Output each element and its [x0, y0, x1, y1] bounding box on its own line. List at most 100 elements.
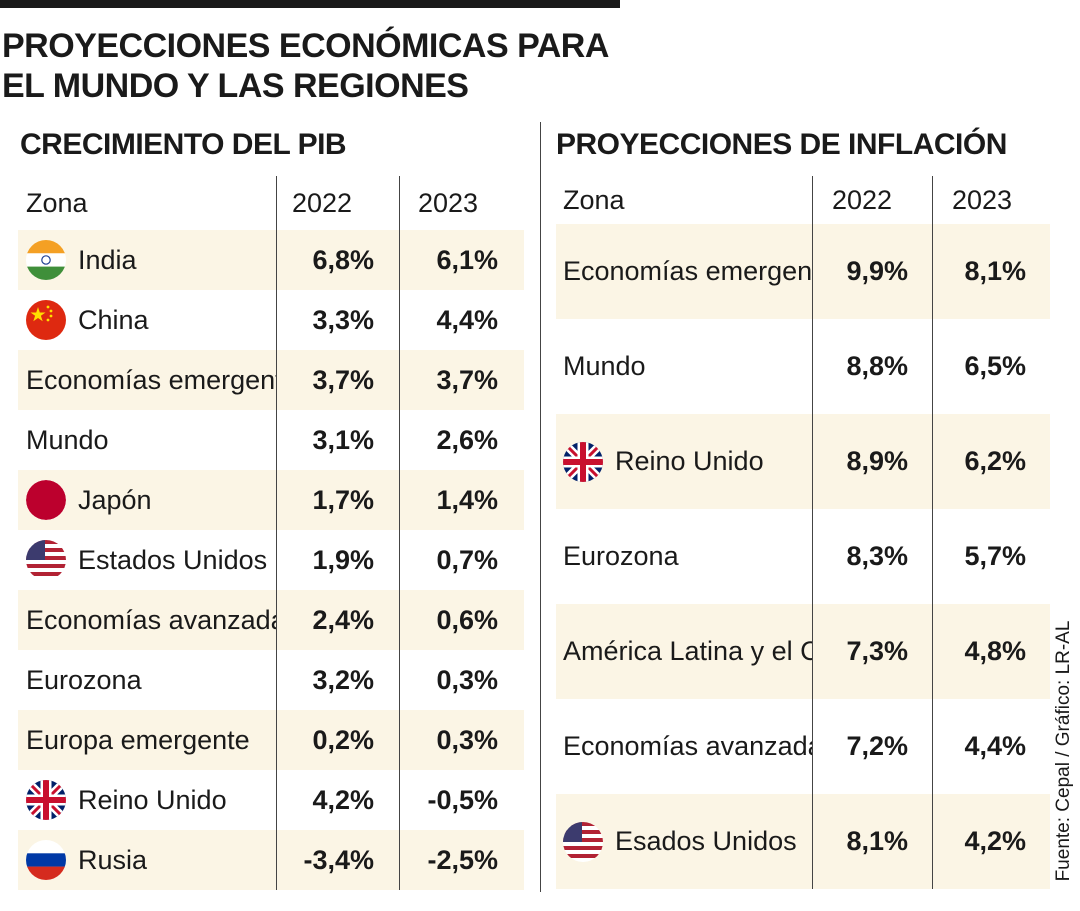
table-row: Economías emergentes 9,9% 8,1%: [556, 224, 1050, 319]
value-2023: 0,6%: [436, 604, 498, 635]
zone-cell: Economías avanzadas: [18, 605, 276, 636]
value-2022: 1,7%: [312, 484, 374, 515]
column-divider: [276, 176, 277, 890]
zone-cell: Europa emergente: [18, 725, 276, 756]
table-row: China 3,3% 4,4%: [18, 290, 524, 350]
header-2023: 2023: [418, 187, 479, 218]
value-2022: 3,7%: [312, 364, 374, 395]
india-flag-icon: [26, 240, 66, 280]
value-2023: 6,5%: [964, 351, 1026, 381]
value-2023: 0,3%: [436, 724, 498, 755]
header-zona: Zona: [563, 184, 625, 215]
zone-cell: Esados Unidos: [556, 821, 812, 862]
zone-cell: Estados Unidos: [18, 540, 276, 580]
zone-cell: India: [18, 240, 276, 280]
zone-label: Europa emergente: [26, 724, 250, 755]
value-2023: 3,7%: [436, 364, 498, 395]
japan-flag-icon: [26, 480, 66, 520]
zone-label: Economías emergentes: [563, 256, 812, 286]
value-2022: 8,3%: [846, 541, 908, 571]
table-row: India 6,8% 6,1%: [18, 230, 524, 290]
value-2023: 6,1%: [436, 244, 498, 275]
table-row: Mundo 3,1% 2,6%: [18, 410, 524, 470]
gdp-section-title: CRECIMIENTO DEL PIB: [20, 128, 347, 161]
zone-cell: Eurozona: [18, 665, 276, 696]
china-flag-icon: [26, 300, 66, 340]
header-2022: 2022: [832, 184, 893, 215]
column-divider: [932, 176, 933, 889]
zone-label: Economías emergentes: [26, 364, 276, 395]
russia-flag-icon: [26, 840, 66, 880]
column-divider: [399, 176, 400, 890]
value-2022: 2,4%: [312, 604, 374, 635]
zone-label: Eurozona: [563, 541, 679, 571]
table-row: Economías avanzadas 2,4% 0,6%: [18, 590, 524, 650]
zone-label: Estados Unidos: [78, 544, 268, 575]
zone-cell: Eurozona: [556, 541, 812, 572]
zone-label: Esados Unidos: [615, 826, 797, 856]
value-2022: 3,1%: [312, 424, 374, 455]
table-row: Economías avanzadas 7,2% 4,4%: [556, 699, 1050, 794]
table-row: Economías emergentes 3,7% 3,7%: [18, 350, 524, 410]
zone-cell: China: [18, 300, 276, 340]
zone-cell: Economías avanzadas: [556, 731, 812, 762]
section-divider: [540, 122, 541, 892]
zone-cell: Reino Unido: [556, 441, 812, 482]
value-2023: 5,7%: [964, 541, 1026, 571]
zone-label: Reino Unido: [78, 784, 227, 815]
zone-label: Rusia: [78, 844, 148, 875]
gdp-table: Zona 2022 2023 India 6,8% 6,1% China 3,3% 4,4% Ec…: [18, 176, 524, 890]
header-2023: 2023: [952, 184, 1013, 215]
value-2023: 6,2%: [964, 446, 1026, 476]
table-row: América Latina y el Caribe 7,3% 4,8%: [556, 604, 1050, 699]
table-row: Mundo 8,8% 6,5%: [556, 319, 1050, 414]
table-row: Reino Unido 8,9% 6,2%: [556, 414, 1050, 509]
main-title-line1: PROYECCIONES ECONÓMICAS PARA: [2, 27, 609, 65]
value-2023: -2,5%: [427, 844, 498, 875]
table-row: Eurozona 8,3% 5,7%: [556, 509, 1050, 604]
zone-cell: Mundo: [18, 425, 276, 456]
zone-cell: Mundo: [556, 351, 812, 382]
value-2022: 7,2%: [846, 731, 908, 761]
value-2023: 4,8%: [964, 636, 1026, 666]
zone-label: Economías avanzadas: [26, 604, 276, 635]
value-2022: 1,9%: [312, 544, 374, 575]
top-rule: [0, 0, 620, 8]
inflation-section-title: PROYECCIONES DE INFLACIÓN: [556, 128, 1007, 161]
value-2023: 1,4%: [436, 484, 498, 515]
value-2022: 8,1%: [846, 826, 908, 856]
main-title-line2: EL MUNDO Y LAS REGIONES: [2, 67, 469, 105]
value-2022: 7,3%: [846, 636, 908, 666]
zone-label: Eurozona: [26, 664, 142, 695]
zone-cell: Economías emergentes: [18, 365, 276, 396]
zone-label: Mundo: [26, 424, 109, 455]
header-2022: 2022: [292, 187, 353, 218]
zone-cell: Reino Unido: [18, 780, 276, 820]
zone-cell: América Latina y el Caribe: [556, 636, 812, 667]
table-row: Rusia -3,4% -2,5%: [18, 830, 524, 890]
zone-label: India: [78, 244, 137, 275]
source-note: Fuente: Cepal / Gráfico: LR-AL: [1053, 620, 1074, 882]
inflation-table: Zona 2022 2023 Economías emergentes 9,9% 8,1%…: [556, 176, 1050, 889]
value-2022: 3,3%: [312, 304, 374, 335]
header-zona: Zona: [26, 187, 88, 218]
usa-flag-icon: [563, 821, 603, 862]
column-divider: [812, 176, 813, 889]
value-2023: 4,4%: [436, 304, 498, 335]
zone-label: América Latina y el Caribe: [563, 636, 812, 666]
value-2023: 0,7%: [436, 544, 498, 575]
main-title: PROYECCIONES ECONÓMICAS PARA EL MUNDO Y …: [2, 26, 702, 106]
value-2023: 2,6%: [436, 424, 498, 455]
zone-label: Japón: [78, 484, 152, 515]
zone-cell: Economías emergentes: [556, 256, 812, 287]
value-2022: 4,2%: [312, 784, 374, 815]
table-row: Europa emergente 0,2% 0,3%: [18, 710, 524, 770]
value-2023: 4,2%: [964, 826, 1026, 856]
zone-label: Mundo: [563, 351, 646, 381]
value-2022: 8,9%: [846, 446, 908, 476]
value-2023: 0,3%: [436, 664, 498, 695]
table-row: Reino Unido 4,2% -0,5%: [18, 770, 524, 830]
value-2022: -3,4%: [303, 844, 374, 875]
uk-flag-icon: [26, 780, 66, 820]
zone-label: China: [78, 304, 149, 335]
